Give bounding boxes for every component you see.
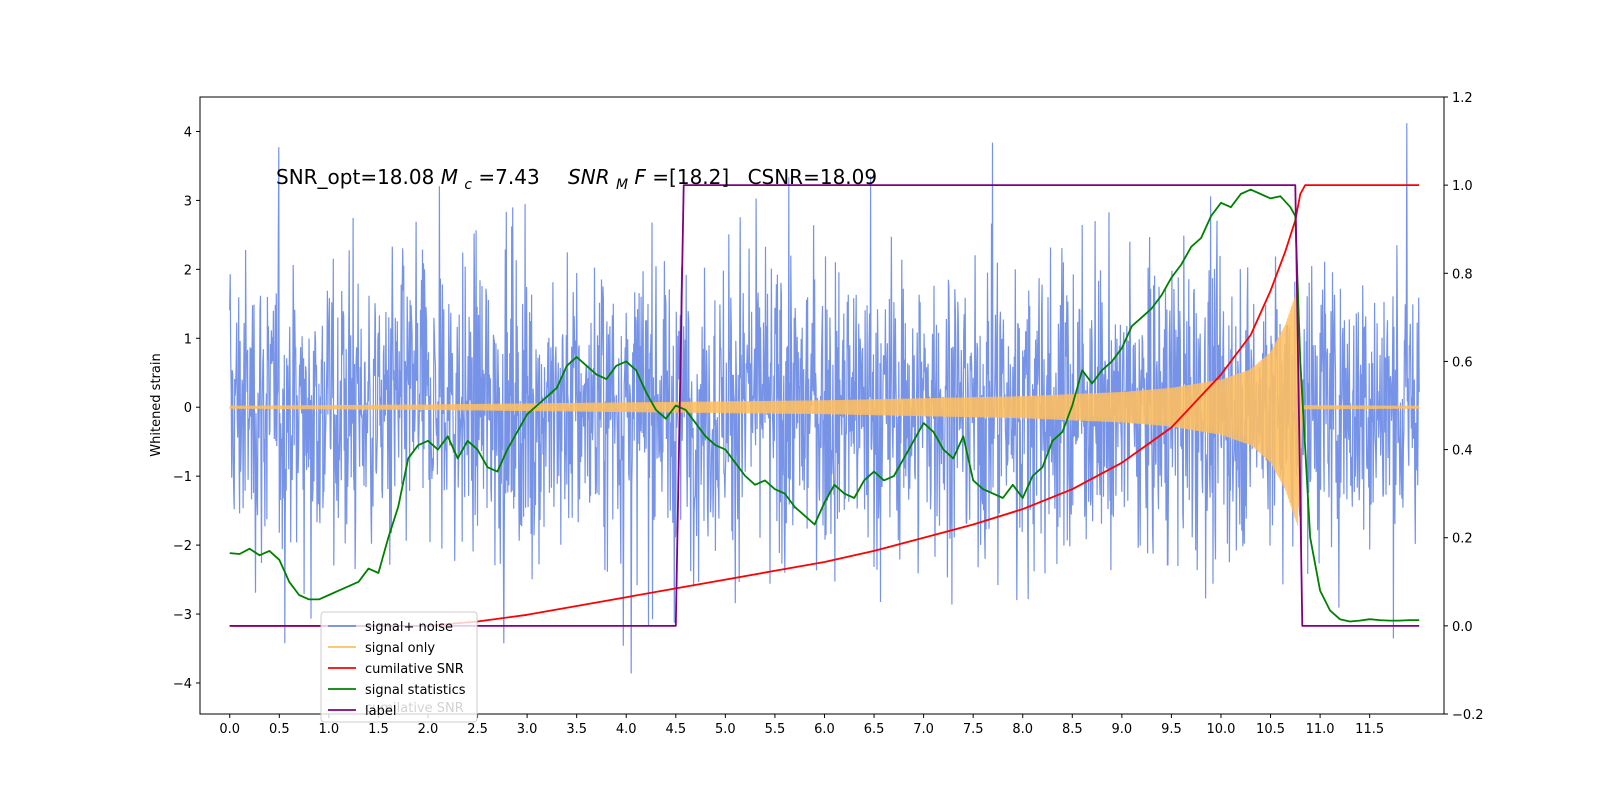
annotation-snr-symbol: SNR — [568, 165, 610, 189]
x-tick-label: 8.5 — [1062, 722, 1083, 737]
x-tick-label: 2.0 — [418, 722, 439, 737]
series-signal-noise — [229, 123, 1420, 674]
y-right-tick-label: −0.2 — [1452, 708, 1484, 723]
legend-label: signal statistics — [365, 683, 466, 698]
x-tick-label: 3.0 — [517, 722, 538, 737]
signal-noise-trace — [229, 123, 1420, 674]
annotation-csnr: CSNR=18.09 — [748, 165, 878, 189]
x-tick-label: 0.0 — [219, 722, 240, 737]
x-tick-label: 11.0 — [1306, 722, 1335, 737]
legend-label: label — [365, 704, 396, 719]
x-tick-label: 5.5 — [765, 722, 786, 737]
x-tick-label: 5.0 — [715, 722, 736, 737]
x-tick-label: 2.5 — [467, 722, 488, 737]
y-axis-right: −0.2 0.0 0.2 0.4 0.6 0.8 1.0 1.2 — [1444, 91, 1484, 723]
signal-only-envelope — [229, 289, 1420, 525]
y-left-tick-label: −3 — [173, 608, 192, 623]
annotation-mc-symbol: M — [441, 165, 458, 189]
y-axis-left-label: Whitened strain — [149, 353, 164, 456]
y-right-tick-label: 0.4 — [1452, 444, 1473, 459]
chart-annotation: SNR_opt=18.08 M c =7.43 SNR M F =[18.2] … — [276, 165, 877, 194]
series-signal-only — [229, 286, 1420, 526]
y-left-tick-label: 0 — [184, 401, 192, 416]
x-tick-label: 3.5 — [566, 722, 587, 737]
x-tick-label: 0.5 — [269, 722, 290, 737]
legend-label: signal only — [365, 641, 435, 656]
x-tick-label: 10.0 — [1206, 722, 1235, 737]
y-left-tick-label: −2 — [173, 539, 192, 554]
legend-ghost-text: cumilative SNR — [365, 701, 464, 716]
annotation-snr-sub: M — [616, 177, 628, 193]
label-line — [229, 184, 1420, 627]
y-left-tick-label: 4 — [184, 125, 192, 140]
x-axis: 0.0 0.5 1.0 1.5 2.0 2.5 3.0 3.5 4.0 4.5 5.0 5.5 6.0 6… — [219, 714, 1384, 737]
legend-entries: signal+ noise signal only cumilative SNR si… — [328, 620, 466, 719]
x-tick-label: 9.0 — [1112, 722, 1133, 737]
y-right-tick-label: 0.0 — [1452, 620, 1473, 635]
y-right-tick-label: 0.6 — [1452, 355, 1473, 370]
y-right-tick-label: 0.8 — [1452, 267, 1473, 282]
legend: cumilative SNR signal+ noise signal only c… — [320, 611, 478, 723]
x-tick-label: 1.0 — [319, 722, 340, 737]
y-left-tick-label: −1 — [173, 470, 192, 485]
y-right-tick-label: 1.0 — [1452, 179, 1473, 194]
annotation-mc-sub: c — [464, 177, 472, 193]
x-tick-label: 11.5 — [1355, 722, 1384, 737]
legend-label: cumilative SNR — [365, 662, 464, 677]
y-left-tick-label: 2 — [184, 263, 192, 278]
annotation-snr-opt: SNR_opt=18.08 — [276, 165, 441, 189]
x-tick-label: 7.5 — [963, 722, 984, 737]
x-tick-label: 4.0 — [616, 722, 637, 737]
y-left-tick-label: −4 — [173, 677, 192, 692]
signal-statistics-line — [229, 188, 1420, 623]
y-left-tick-label: 3 — [184, 194, 192, 209]
annotation-snr-value: =[18.2] — [652, 165, 729, 189]
y-axis-left: −4 −3 −2 −1 0 1 2 3 4 — [173, 125, 200, 692]
y-left-tick-label: 1 — [184, 332, 192, 347]
annotation-mc-value: =7.43 — [478, 165, 539, 189]
y-right-tick-label: 0.2 — [1452, 532, 1473, 547]
x-tick-label: 1.5 — [368, 722, 389, 737]
x-tick-label: 4.5 — [665, 722, 686, 737]
x-tick-label: 6.5 — [864, 722, 885, 737]
plot-frame — [199, 96, 1445, 715]
y-right-tick-label: 1.2 — [1452, 91, 1473, 106]
legend-box — [320, 611, 478, 723]
x-tick-label: 7.0 — [913, 722, 934, 737]
x-tick-label: 10.5 — [1256, 722, 1285, 737]
x-tick-label: 9.5 — [1161, 722, 1182, 737]
annotation-snr-italic: F — [634, 165, 646, 189]
legend-label: signal+ noise — [365, 620, 453, 635]
x-tick-label: 8.0 — [1012, 722, 1033, 737]
x-tick-label: 6.0 — [814, 722, 835, 737]
